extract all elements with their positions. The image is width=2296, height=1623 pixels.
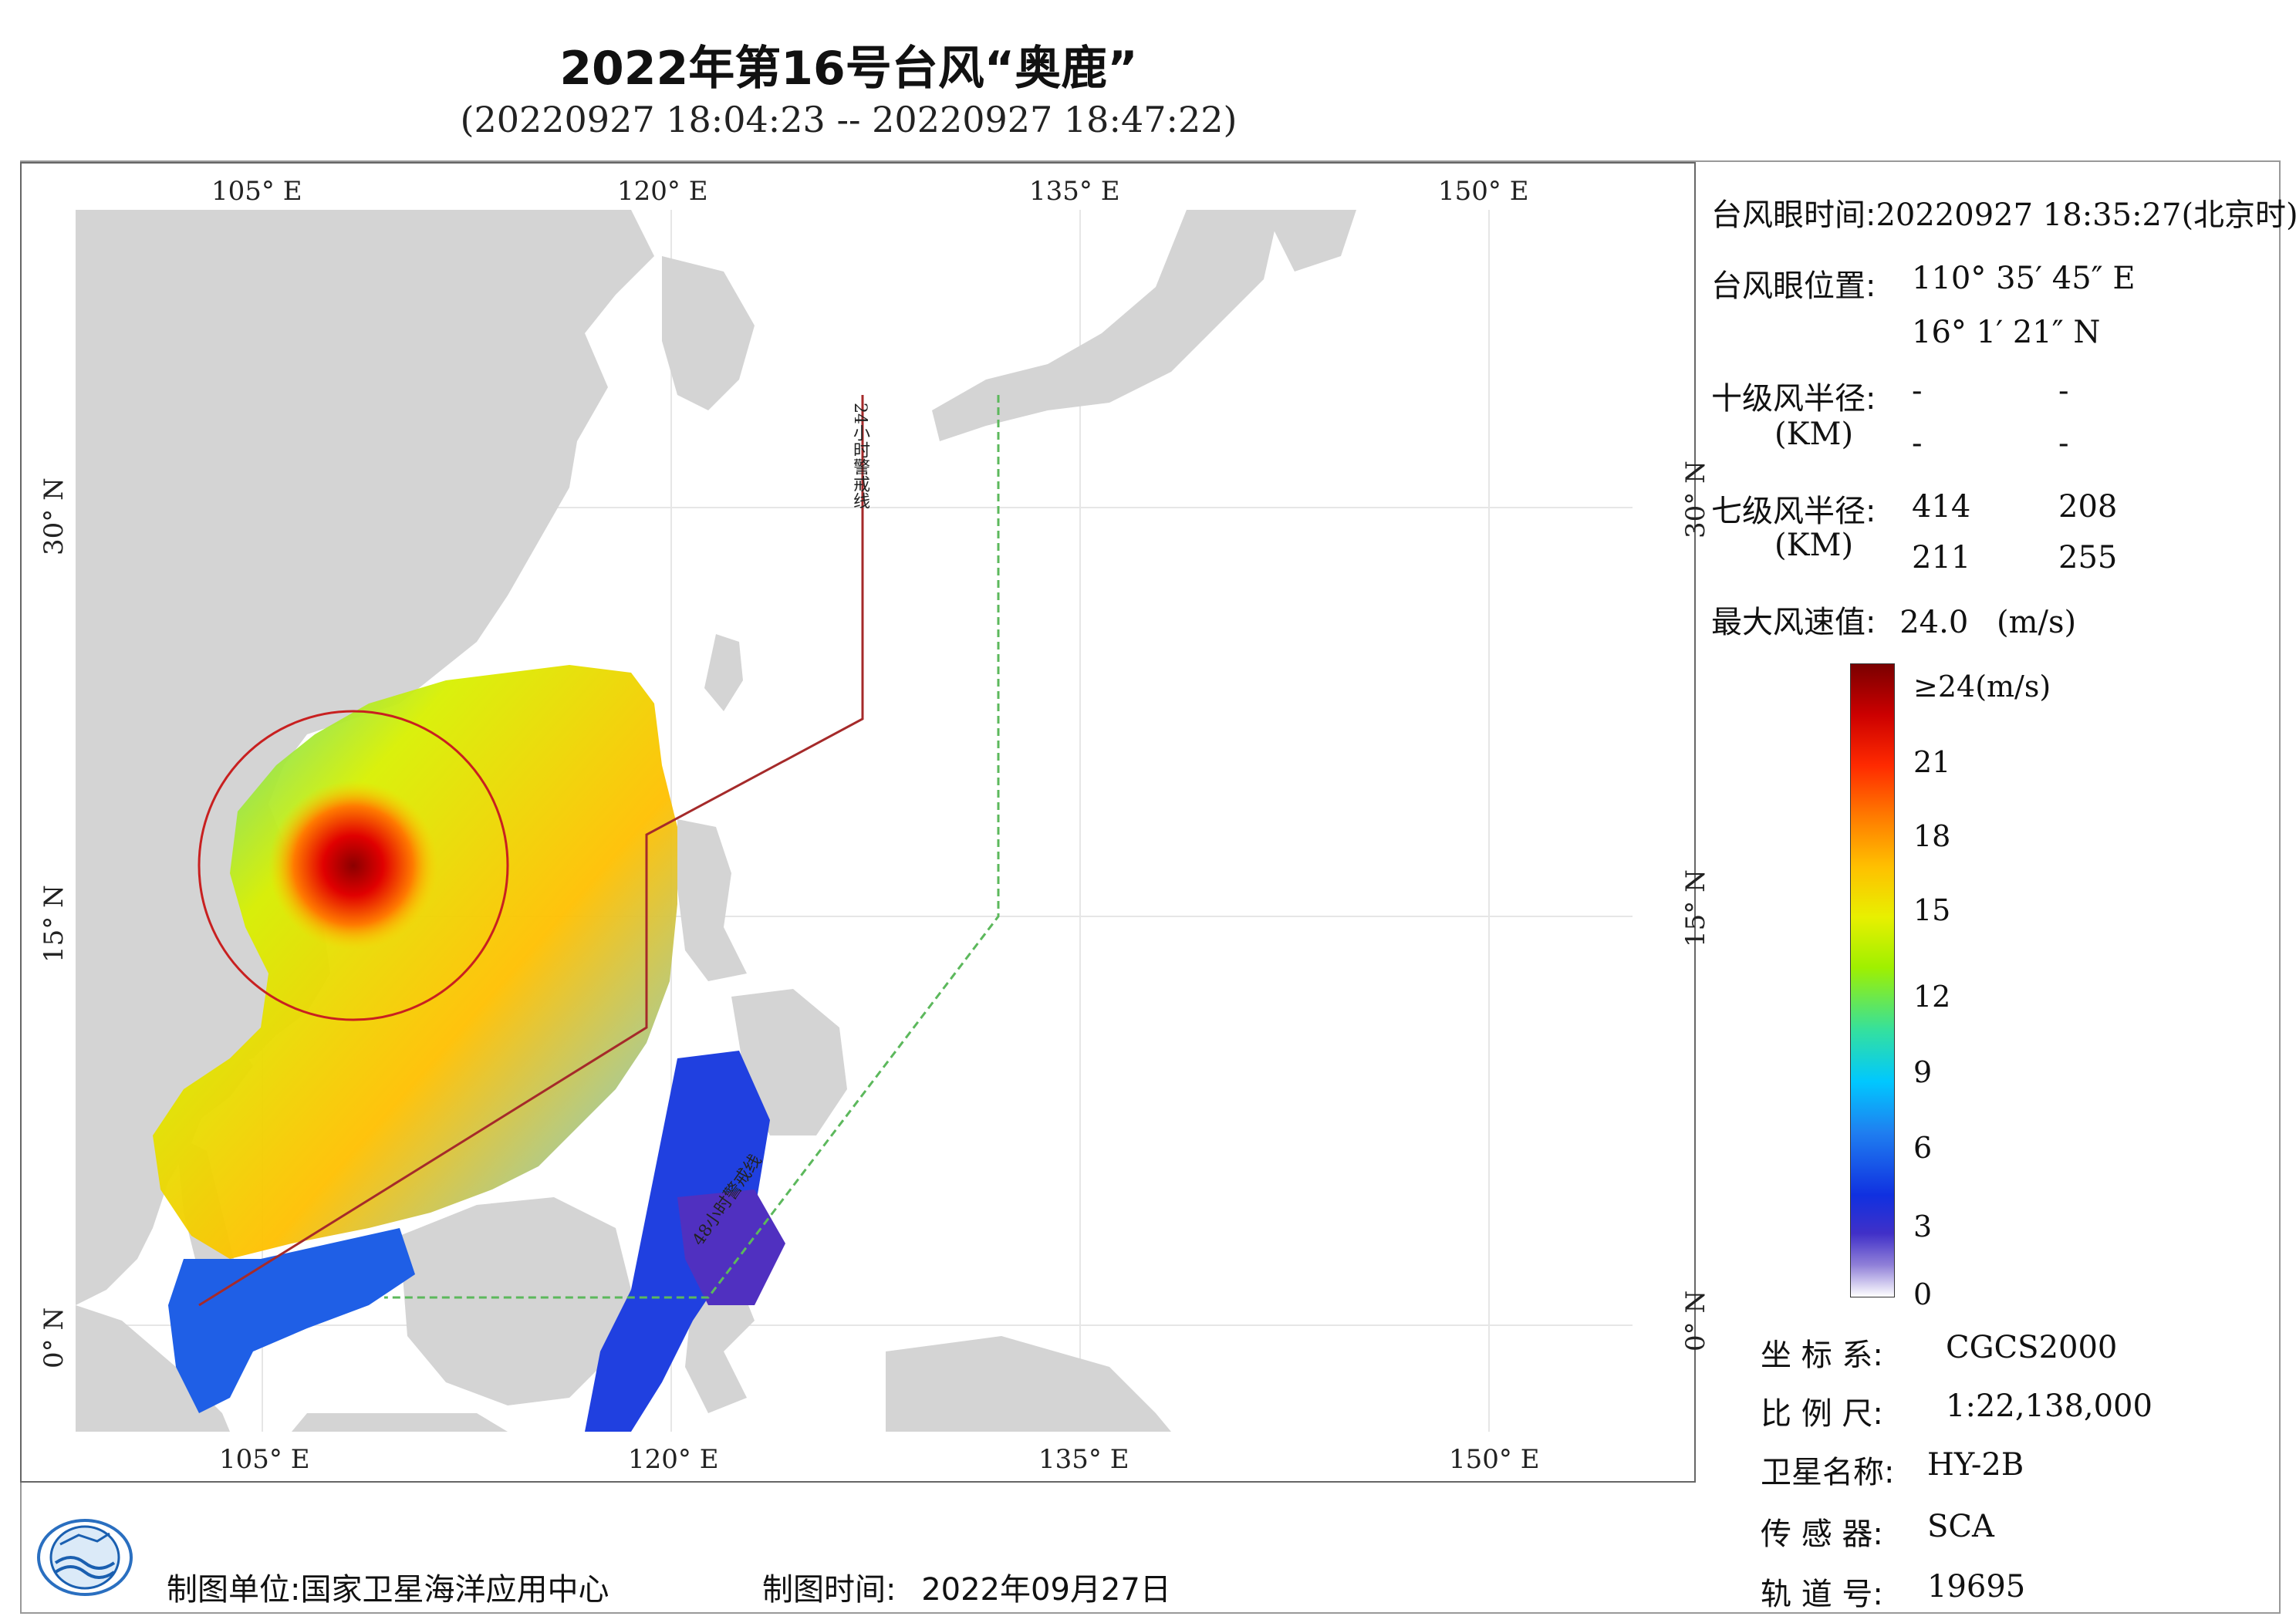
warning-line-48h xyxy=(384,395,1000,1299)
eye-lon-value: 110° 35′ 45″ E xyxy=(1912,261,2136,296)
map-title: 2022年第16号台风“奥鹿” xyxy=(559,42,1138,96)
lat-tick-right-0: 0° N xyxy=(1680,1290,1711,1351)
crs-value: CGCS2000 xyxy=(1946,1330,2118,1365)
date-label: 制图时间: xyxy=(762,1572,896,1608)
scale-label: 比 例 尺: xyxy=(1761,1396,1883,1432)
land-masses xyxy=(76,210,1356,1432)
map-svg xyxy=(76,210,1633,1432)
lat-tick-right-15: 15° N xyxy=(1680,869,1711,947)
hokkaido xyxy=(1264,210,1356,272)
sumatra xyxy=(76,1305,230,1432)
lon-tick-bottom-135: 135° E xyxy=(1038,1444,1129,1475)
scale-value: 1:22,138,000 xyxy=(1946,1388,2152,1424)
crs-label: 坐 标 系: xyxy=(1761,1338,1883,1373)
r7-circle xyxy=(198,710,509,1021)
r10-label: 十级风半径: xyxy=(1711,381,1876,417)
wind-swath-blue-east xyxy=(585,1051,770,1432)
colorbar-label-18: 18 xyxy=(1913,819,1951,853)
footer-maker: 制图单位:国家卫星海洋应用中心 xyxy=(167,1564,609,1609)
colorbar-label-9: 9 xyxy=(1913,1055,1933,1089)
warning-lines xyxy=(198,395,1000,1307)
max-wind-row: 最大风速值: 24.0 (m/s) xyxy=(1711,597,2076,642)
colorbar-label-24: ≥24(m/s) xyxy=(1913,670,2051,704)
r7-value-ne: 414 xyxy=(1912,489,1971,525)
footer-date: 制图时间: 2022年09月27日 xyxy=(762,1564,1171,1609)
warning-line-24h-label: 24小时警戒线 xyxy=(850,403,869,509)
sensor-label: 传 感 器: xyxy=(1761,1517,1883,1552)
maker-label: 制图单位: xyxy=(167,1572,301,1608)
map-canvas: 24小时警戒线 48小时警戒线 xyxy=(76,210,1633,1432)
satellite-value: HY-2B xyxy=(1927,1447,2024,1483)
java xyxy=(292,1413,508,1432)
max-wind-unit: (m/s) xyxy=(1996,605,2077,640)
lat-tick-left-0: 0° N xyxy=(39,1307,69,1368)
wind-swath-fill xyxy=(153,665,677,1259)
eye-pos-label: 台风眼位置: xyxy=(1711,268,1876,304)
wind-swath-blue-south xyxy=(168,1228,415,1413)
japan xyxy=(932,210,1279,441)
satellite-label: 卫星名称: xyxy=(1761,1455,1895,1490)
borneo xyxy=(400,1197,631,1405)
colorbar-label-0: 0 xyxy=(1913,1277,1933,1311)
time-range-subtitle: (20220927 18:04:23 -- 20220927 18:47:22) xyxy=(460,99,1237,140)
max-wind-value: 24.0 xyxy=(1899,605,1969,640)
lon-tick-bottom-120: 120° E xyxy=(628,1444,719,1475)
max-wind-label: 最大风速值: xyxy=(1711,605,1876,640)
wind-swath-purple xyxy=(677,1189,785,1305)
colorbar-label-3: 3 xyxy=(1913,1210,1933,1243)
lat-tick-left-30: 30° N xyxy=(39,477,69,555)
r7-label: 七级风半径: xyxy=(1711,494,1876,529)
colorbar-label-6: 6 xyxy=(1913,1131,1933,1165)
map-frame xyxy=(20,162,1696,1483)
r10-value-sw: - xyxy=(1912,426,1923,461)
colorbar-label-15: 15 xyxy=(1913,893,1951,927)
lon-tick-top-120: 120° E xyxy=(617,176,708,207)
eye-time-label: 台风眼时间: xyxy=(1711,197,1876,233)
r10-value-se: - xyxy=(2058,373,2069,409)
r10-value-nw: - xyxy=(2058,426,2069,461)
orbit-value: 19695 xyxy=(1927,1569,2026,1604)
lon-tick-bottom-105: 105° E xyxy=(219,1444,310,1475)
lon-tick-bottom-150: 150° E xyxy=(1449,1444,1540,1475)
r7-value-nw: 255 xyxy=(2058,540,2118,575)
eye-time-row: 台风眼时间:20220927 18:35:27(北京时) xyxy=(1711,190,2296,235)
lon-tick-top-135: 135° E xyxy=(1029,176,1120,207)
lon-tick-top-150: 150° E xyxy=(1438,176,1529,207)
luzon xyxy=(677,819,747,981)
r10-value-ne: - xyxy=(1912,373,1923,409)
r7-unit: (KM) xyxy=(1774,528,1854,563)
wind-speed-colorbar xyxy=(1850,663,1895,1297)
taiwan xyxy=(704,634,743,711)
warning-line-24h xyxy=(198,395,864,1307)
eye-lat-value: 16° 1′ 21″ N xyxy=(1912,315,2101,350)
orbit-label: 轨 道 号: xyxy=(1761,1577,1883,1612)
r7-value-se: 208 xyxy=(2058,489,2118,525)
lat-tick-right-30: 30° N xyxy=(1680,461,1711,538)
new-guinea xyxy=(886,1336,1171,1432)
typhoon-core xyxy=(268,781,438,950)
r7-value-sw: 211 xyxy=(1912,540,1971,575)
nsoas-logo-icon xyxy=(32,1515,137,1600)
sulawesi xyxy=(685,1282,755,1413)
maker-value: 国家卫星海洋应用中心 xyxy=(300,1572,609,1608)
sensor-value: SCA xyxy=(1927,1509,1994,1544)
colorbar-label-12: 12 xyxy=(1913,980,1951,1014)
lat-tick-left-15: 15° N xyxy=(39,885,69,963)
colorbar-label-21: 21 xyxy=(1913,745,1951,779)
lon-tick-top-105: 105° E xyxy=(211,176,302,207)
eye-time-value: 20220927 18:35:27(北京时) xyxy=(1876,197,2296,233)
date-value: 2022年09月27日 xyxy=(921,1572,1171,1608)
r10-unit: (KM) xyxy=(1774,417,1854,452)
wind-swath xyxy=(153,665,785,1432)
korea-peninsula xyxy=(662,256,755,410)
